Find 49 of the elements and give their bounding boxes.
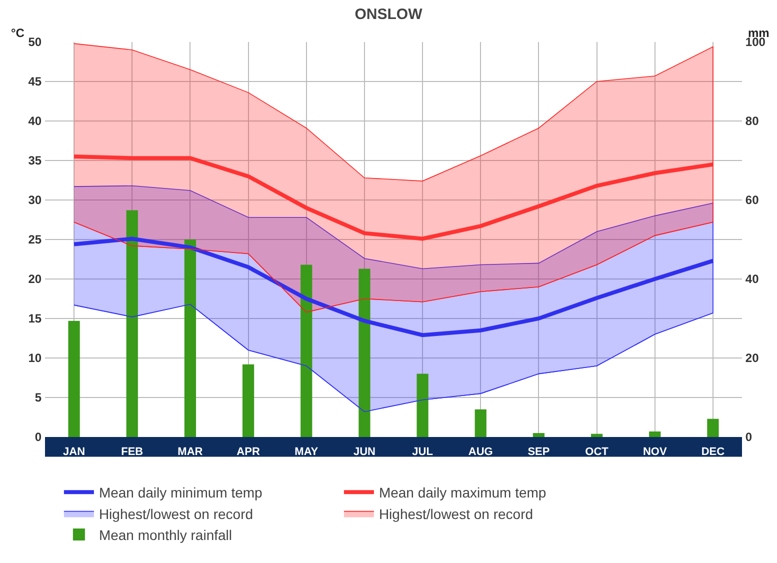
x-tick-label: NOV bbox=[642, 446, 668, 458]
y-tick-label: 25 bbox=[28, 232, 42, 247]
y-tick-label: 35 bbox=[28, 154, 42, 168]
bar bbox=[590, 434, 603, 437]
y-tick-label: 30 bbox=[28, 193, 42, 208]
x-tick-label: MAR bbox=[178, 446, 203, 458]
x-tick-label: JUN bbox=[353, 446, 376, 458]
bar bbox=[68, 320, 80, 437]
x-tick-label: JAN bbox=[63, 446, 86, 458]
line-series bbox=[72, 154, 715, 241]
y-tick-label: 5 bbox=[34, 390, 42, 405]
bar bbox=[474, 409, 486, 437]
bar bbox=[649, 431, 661, 437]
x-tick-label: OCT bbox=[585, 446, 609, 458]
y-tick-label: 15 bbox=[28, 312, 42, 326]
x-tick-label: FEB bbox=[121, 446, 144, 458]
y2-tick-label: 80 bbox=[745, 114, 760, 128]
bar bbox=[184, 240, 196, 437]
bar bbox=[416, 374, 428, 437]
y-tick-label: 50 bbox=[28, 35, 42, 50]
legend-label: Highest/lowest on record bbox=[98, 506, 254, 522]
bar bbox=[242, 364, 254, 437]
bar bbox=[358, 268, 370, 437]
y-tick-label: 40 bbox=[28, 114, 42, 128]
legend-label: Highest/lowest on record bbox=[378, 506, 534, 522]
legend-label: Mean daily minimum temp bbox=[98, 484, 263, 501]
x-tick-label: MAY bbox=[294, 446, 319, 458]
y-tick-label: 0 bbox=[34, 430, 42, 444]
bar bbox=[707, 418, 719, 437]
x-tick-label: DEC bbox=[701, 446, 725, 458]
line-series bbox=[72, 236, 715, 338]
y2-tick-label: 40 bbox=[745, 272, 760, 286]
bar bbox=[300, 264, 312, 437]
y-tick-label: 10 bbox=[28, 351, 42, 366]
x-tick-label: SEP bbox=[528, 446, 550, 458]
legend-label: Mean daily maximum temp bbox=[378, 484, 546, 501]
y-tick-label: 20 bbox=[28, 272, 42, 286]
bar bbox=[126, 210, 138, 437]
x-tick-label: AUG bbox=[468, 446, 493, 458]
y-axis-title: °C bbox=[11, 26, 25, 40]
legend-label: Mean monthly rainfall bbox=[98, 526, 232, 543]
y2-tick-label: 60 bbox=[745, 193, 760, 208]
y2-tick-label: 20 bbox=[745, 351, 760, 366]
y-tick-label: 45 bbox=[28, 74, 42, 89]
y2-tick-label: 0 bbox=[745, 430, 752, 444]
x-tick-label: APR bbox=[236, 446, 260, 458]
x-tick-label: JUL bbox=[412, 446, 434, 458]
chart-title: ONSLOW bbox=[354, 6, 424, 23]
bar bbox=[532, 433, 545, 437]
